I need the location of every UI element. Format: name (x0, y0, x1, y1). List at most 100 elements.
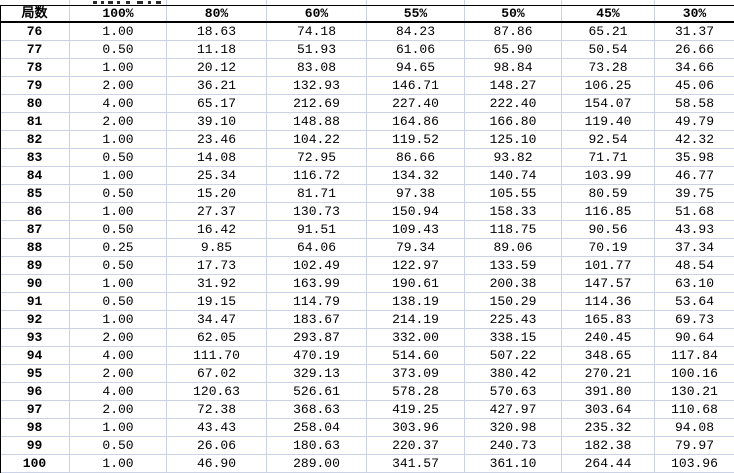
cell[interactable]: 79.97 (674, 438, 714, 453)
cell[interactable]: 100.16 (671, 366, 718, 381)
cell[interactable]: 65.21 (562, 23, 655, 40)
cell[interactable]: 0.50 (70, 257, 167, 274)
cell[interactable]: 130.21 (671, 384, 718, 399)
row-header-cell[interactable]: 79 (0, 77, 70, 94)
cell[interactable]: 36.21 (167, 77, 267, 94)
cell[interactable]: 130.73 (267, 203, 367, 220)
cell[interactable]: 72.95 (267, 149, 367, 166)
cell[interactable]: 146.71 (367, 77, 465, 94)
cell[interactable]: 20.12 (167, 59, 267, 76)
cell[interactable]: 148.88 (267, 113, 367, 130)
cell[interactable]: 86.66 (367, 149, 465, 166)
cell[interactable]: 114.36 (562, 293, 655, 310)
cell[interactable]: 46.90 (167, 455, 267, 472)
cell[interactable]: 94.65 (367, 59, 465, 76)
cell[interactable]: 132.93 (267, 77, 367, 94)
cell[interactable]: 4.00 (70, 383, 167, 400)
cell[interactable]: 212.69 (267, 95, 367, 112)
cell[interactable]: 0.50 (70, 221, 167, 238)
cell[interactable]: 166.80 (465, 113, 562, 130)
cell[interactable]: 341.57 (367, 455, 465, 472)
cell[interactable]: 373.09 (367, 365, 465, 382)
cell[interactable]: 158.33 (465, 203, 562, 220)
row-header-cell[interactable]: 97 (0, 401, 70, 418)
cell[interactable]: 391.80 (562, 383, 655, 400)
cell[interactable]: 116.85 (562, 203, 655, 220)
row-header-cell[interactable]: 98 (0, 419, 70, 436)
cell[interactable]: 118.75 (465, 221, 562, 238)
cell[interactable]: 98.84 (465, 59, 562, 76)
cell[interactable]: 380.42 (465, 365, 562, 382)
cell[interactable]: 227.40 (367, 95, 465, 112)
cell[interactable]: 105.55 (465, 185, 562, 202)
cell[interactable]: 1.00 (70, 311, 167, 328)
cell[interactable]: 119.40 (562, 113, 655, 130)
cell[interactable]: 570.63 (465, 383, 562, 400)
cell[interactable]: 1.00 (70, 131, 167, 148)
cell[interactable]: 74.18 (267, 23, 367, 40)
row-header-cell[interactable]: 78 (0, 59, 70, 76)
cell[interactable]: 303.96 (367, 419, 465, 436)
cell[interactable]: 507.22 (465, 347, 562, 364)
cell[interactable]: 1.00 (70, 59, 167, 76)
cell[interactable]: 65.17 (167, 95, 267, 112)
header-cell[interactable]: 60% (267, 6, 367, 21)
cell[interactable]: 16.42 (167, 221, 267, 238)
cell[interactable]: 180.63 (267, 437, 367, 454)
row-header-cell[interactable]: 94 (0, 347, 70, 364)
cell[interactable]: 53.64 (674, 294, 714, 309)
cell[interactable]: 43.93 (674, 222, 714, 237)
cell[interactable]: 578.28 (367, 383, 465, 400)
cell[interactable]: 71.71 (562, 149, 655, 166)
cell[interactable]: 4.00 (70, 95, 167, 112)
cell[interactable]: 81.71 (267, 185, 367, 202)
header-cell[interactable]: 80% (167, 6, 267, 21)
row-header-cell[interactable]: 90 (0, 275, 70, 292)
cell[interactable]: 470.19 (267, 347, 367, 364)
cell[interactable]: 368.63 (267, 401, 367, 418)
cell[interactable]: 69.73 (674, 312, 714, 327)
cell[interactable]: 320.98 (465, 419, 562, 436)
cell[interactable]: 31.92 (167, 275, 267, 292)
cell[interactable]: 73.28 (562, 59, 655, 76)
header-cell[interactable]: 30% (682, 6, 707, 21)
cell[interactable]: 150.94 (367, 203, 465, 220)
cell[interactable]: 39.75 (674, 186, 714, 201)
cell[interactable]: 51.68 (674, 204, 714, 219)
cell[interactable]: 84.23 (367, 23, 465, 40)
cell[interactable]: 46.77 (674, 168, 714, 183)
cell[interactable]: 9.85 (167, 239, 267, 256)
cell[interactable]: 26.06 (167, 437, 267, 454)
cell[interactable]: 1.00 (70, 23, 167, 40)
cell[interactable]: 19.15 (167, 293, 267, 310)
cell[interactable]: 23.46 (167, 131, 267, 148)
cell[interactable]: 289.00 (267, 455, 367, 472)
cell[interactable]: 103.99 (562, 167, 655, 184)
row-header-cell[interactable]: 100 (0, 455, 70, 472)
cell[interactable]: 64.06 (267, 239, 367, 256)
cell[interactable]: 222.40 (465, 95, 562, 112)
cell[interactable]: 80.59 (562, 185, 655, 202)
row-header-cell[interactable]: 96 (0, 383, 70, 400)
cell[interactable]: 332.00 (367, 329, 465, 346)
cell[interactable]: 419.25 (367, 401, 465, 418)
cell[interactable]: 165.83 (562, 311, 655, 328)
row-header-cell[interactable]: 86 (0, 203, 70, 220)
row-header-cell[interactable]: 91 (0, 293, 70, 310)
cell[interactable]: 48.54 (674, 258, 714, 273)
cell[interactable]: 133.59 (465, 257, 562, 274)
cell[interactable]: 220.37 (367, 437, 465, 454)
row-header-cell[interactable]: 77 (0, 41, 70, 58)
cell[interactable]: 182.38 (562, 437, 655, 454)
cell[interactable]: 154.07 (562, 95, 655, 112)
cell[interactable]: 240.45 (562, 329, 655, 346)
cell[interactable]: 0.50 (70, 437, 167, 454)
cell[interactable]: 2.00 (70, 329, 167, 346)
cell[interactable]: 140.74 (465, 167, 562, 184)
row-header-cell[interactable]: 95 (0, 365, 70, 382)
cell[interactable]: 43.43 (167, 419, 267, 436)
cell[interactable]: 93.82 (465, 149, 562, 166)
cell[interactable]: 2.00 (70, 401, 167, 418)
cell[interactable]: 258.04 (267, 419, 367, 436)
header-cell[interactable]: 55% (367, 6, 465, 21)
